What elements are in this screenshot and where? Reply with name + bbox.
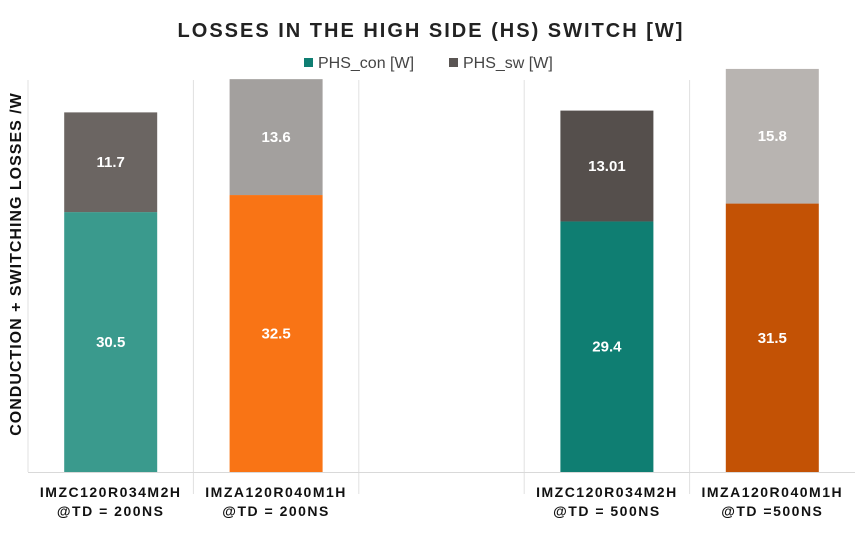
bar-phs-sw-1 (64, 112, 158, 213)
x-tick-label: @TD =500NS (721, 503, 823, 519)
data-label: 32.5 (261, 326, 290, 343)
bar-phs-con-5 (725, 203, 819, 472)
x-tick-label: IMZC120R034M2H (40, 484, 182, 500)
category-labels: IMZC120R034M2H @TD = 200NS IMZA120R040M1H @… (40, 484, 843, 519)
legend-swatch (304, 58, 313, 67)
bar-phs-sw-4 (560, 110, 654, 222)
bar-phs-con-1 (64, 212, 158, 472)
x-tick-label: IMZA120R040M1H (701, 484, 843, 500)
y-axis-label: CONDUCTION + SWITCHING LOSSES /W (8, 92, 25, 436)
data-label: 13.6 (261, 129, 290, 146)
bar-phs-sw-5 (725, 68, 819, 204)
bar-phs-con-2 (229, 195, 323, 473)
data-label: 29.4 (592, 339, 622, 356)
x-tick-label: @TD = 200NS (222, 503, 330, 519)
data-label: 15.8 (758, 128, 787, 145)
data-label: 31.5 (758, 330, 787, 347)
data-label: 11.7 (97, 154, 125, 171)
bar-phs-sw-2 (229, 79, 323, 196)
chart-title: LOSSES IN THE HIGH SIDE (HS) SWITCH [W] (178, 20, 685, 42)
legend: PHS_con [W] PHS_sw [W] (304, 55, 553, 72)
bars (64, 68, 819, 473)
bar-phs-con-4 (560, 221, 654, 472)
data-label: 13.01 (588, 158, 626, 175)
x-tick-label: @TD = 500NS (553, 503, 661, 519)
legend-entry: PHS_con [W] (318, 55, 414, 72)
x-tick-label: @TD = 200NS (57, 503, 165, 519)
legend-swatch (449, 58, 458, 67)
x-tick-label: IMZC120R034M2H (536, 484, 678, 500)
data-label: 30.5 (96, 334, 125, 351)
legend-entry: PHS_sw [W] (463, 55, 553, 72)
value-labels: 30.5 11.7 32.5 13.6 29.4 13.01 31.5 15.8 (96, 128, 787, 355)
x-tick-label: IMZA120R040M1H (205, 484, 347, 500)
category-separators (27, 80, 691, 494)
